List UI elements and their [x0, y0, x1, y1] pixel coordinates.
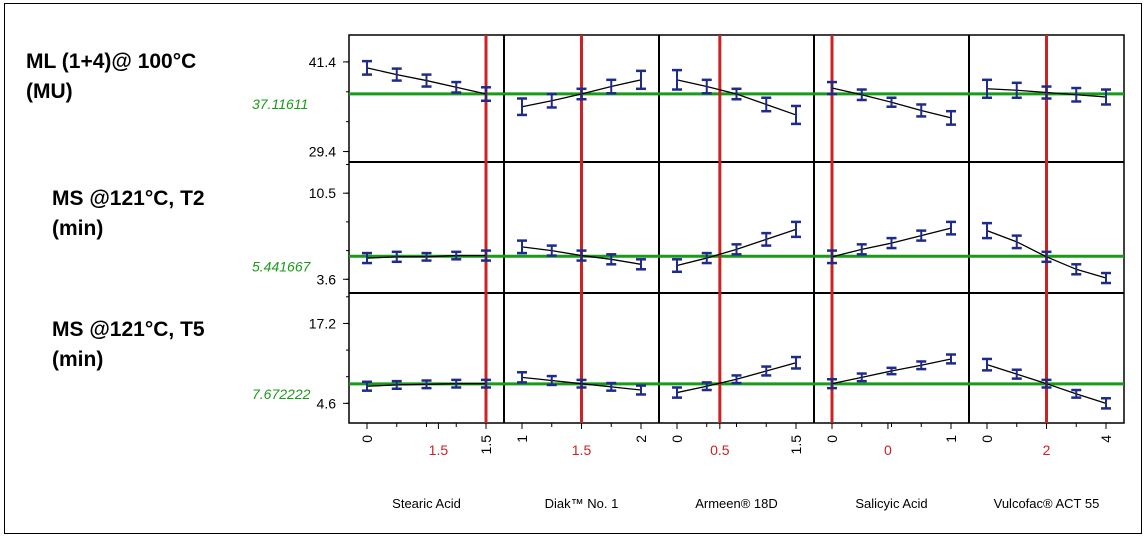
- response-unit-3: (min): [52, 348, 103, 371]
- y-tick-label: 41.4: [309, 54, 336, 70]
- response-unit-1: (MU): [26, 80, 73, 103]
- y-tick-label: 4.6: [317, 395, 337, 411]
- factor-name-3: Armeen® 18D: [695, 496, 778, 511]
- current-value-label-1: 37.11611: [252, 96, 308, 112]
- x-current-label: 0.5: [710, 442, 730, 458]
- factor-name-5: Vulcofac® ACT 55: [994, 496, 1100, 511]
- x-current-label: 2: [1043, 442, 1051, 458]
- x-tick-label: 0: [669, 435, 685, 443]
- y-tick-label: 10.5: [309, 185, 336, 201]
- x-tick-label: 1.5: [788, 435, 804, 455]
- response-label-1: ML (1+4)@ 100°C: [26, 50, 196, 73]
- x-tick-label: 1: [514, 435, 530, 443]
- x-current-label: 1.5: [572, 442, 592, 458]
- chart-frame: [4, 3, 1142, 534]
- current-value-label-3: 7.672222: [252, 386, 311, 402]
- x-current-label: 1.5: [429, 442, 449, 458]
- factor-name-4: Salicyic Acid: [855, 496, 927, 511]
- x-tick-label: 0: [359, 435, 375, 443]
- response-unit-2: (min): [52, 217, 103, 240]
- y-tick-label: 29.4: [309, 144, 336, 160]
- current-value-label-2: 5.441667: [252, 258, 312, 274]
- x-tick-label: 1.5: [478, 435, 494, 455]
- x-tick-label: 1: [943, 435, 959, 443]
- factor-name-2: Diak™ No. 1: [545, 496, 619, 511]
- x-tick-label: 2: [633, 435, 649, 443]
- x-tick-label: 0: [979, 435, 995, 443]
- x-tick-label: 0: [824, 435, 840, 443]
- response-label-2: MS @121°C, T2: [52, 187, 205, 210]
- factor-name-1: Stearic Acid: [392, 496, 461, 511]
- response-label-3: MS @121°C, T5: [52, 318, 205, 341]
- y-tick-label: 3.6: [317, 271, 337, 287]
- y-tick-label: 17.2: [309, 315, 336, 331]
- x-current-label: 0: [884, 442, 892, 458]
- x-tick-label: 4: [1098, 435, 1114, 443]
